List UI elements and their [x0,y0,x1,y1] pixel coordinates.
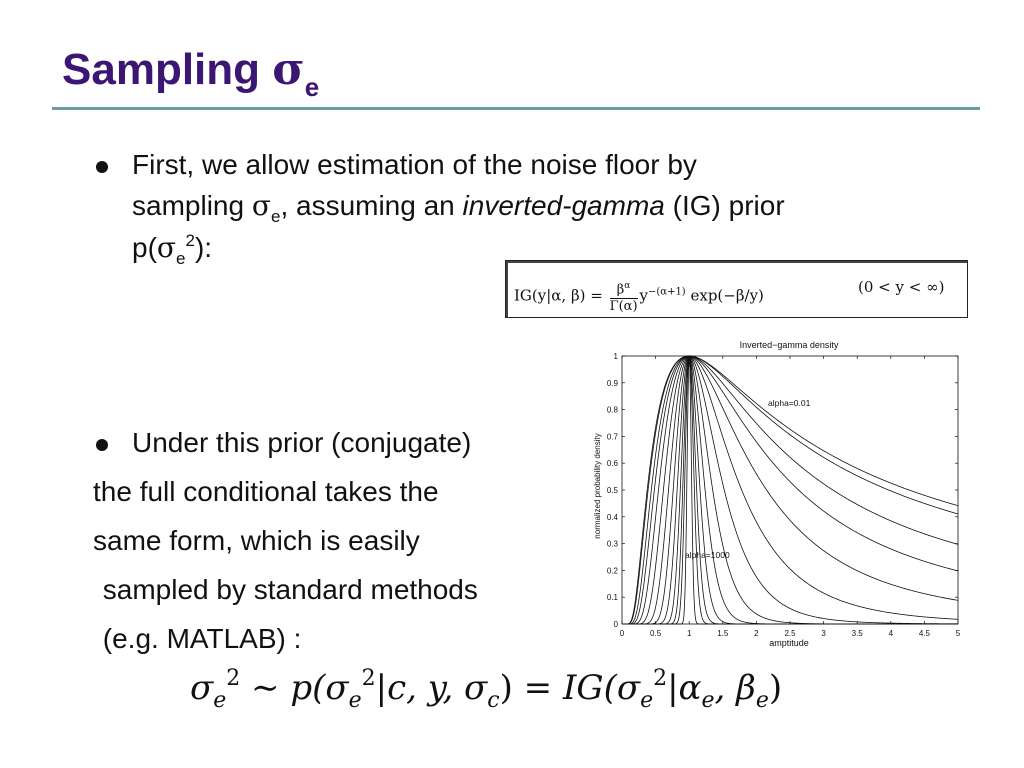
bullet-2-line-4: sampled by standard methods [95,574,478,605]
x-tick-label: 1 [687,629,692,638]
ig-density-formula: IG(y|α, β) = βα Γ(α) y−(α+1) exp(−β/y) (0 … [505,260,968,318]
chart-curves [622,354,959,625]
chart-y-label: normalized probability density [593,433,602,538]
x-tick-label: 0.5 [650,629,662,638]
annotation-alpha-high: alpha=1000 [685,550,730,560]
x-tick-label: 2.5 [784,629,796,638]
x-tick-label: 1.5 [717,629,729,638]
bullet-1-line-2: sampling σe, assuming an inverted-gamma … [132,189,785,226]
bullet-1-dot [96,161,108,173]
title-subscript: e [304,72,320,102]
annotation-alpha-low: alpha=0.01 [768,398,811,408]
bullet-2-dot [96,439,108,451]
y-tick-label: 0.1 [607,593,619,602]
bullet-2-line-3: same form, which is easily [93,525,420,556]
title-sigma: σ [272,44,305,95]
x-tick-label: 4.5 [919,629,931,638]
conditional-equation: σe2 ∼ p(σe2|c, y, σc) = IG(σe2|αe, βe) [190,666,783,713]
y-tick-label: 1 [614,352,619,361]
y-tick-label: 0.3 [607,540,619,549]
chart-axes [621,355,959,625]
chart-x-label: amptitude [769,638,809,648]
bullet-1-line-1: First, we allow estimation of the noise … [132,149,697,180]
x-tick-label: 4 [889,629,894,638]
density-curve [622,355,959,625]
bullet-1-line-3: p(σe2): [132,231,213,268]
x-tick-label: 2 [754,629,759,638]
density-curve [622,355,959,625]
formula-range: (0 < y < ∞) [858,278,945,296]
x-tick-label: 0 [620,629,625,638]
bullet-2-line-1: Under this prior (conjugate) [132,427,472,458]
density-curve [622,355,959,625]
page-title: Sampling σe [62,44,319,102]
x-tick-label: 3 [821,629,826,638]
y-tick-label: 0.2 [607,566,619,575]
density-curve [622,355,959,625]
y-tick-label: 0.6 [607,459,619,468]
density-curve [622,355,959,625]
y-tick-label: 0.5 [607,486,619,495]
inverted-gamma-chart: Inverted−gamma density 0 0.5 1 1.5 2 2.5 3 3.5 4… [593,340,961,648]
y-tick-label: 0.9 [607,379,619,388]
chart-title: Inverted−gamma density [740,340,839,350]
title-text: Sampling [62,45,273,94]
bullet-2-line-5: (e.g. MATLAB) : [95,623,302,654]
y-tick-label: 0.8 [607,406,619,415]
x-tick-label: 3.5 [852,629,864,638]
bullet-2-line-2: the full conditional takes the [93,476,439,507]
title-divider [52,107,980,110]
x-tick-label: 5 [956,629,961,638]
chart-ticks: 0 0.5 1 1.5 2 2.5 3 3.5 4 4.5 5 0 0.1 0.2 0.3 0.4 0.5 0.6… [607,352,961,638]
plot-frame [621,355,959,625]
y-tick-label: 0.4 [607,513,619,522]
density-curve [622,355,958,625]
formula-expression: IG(y|α, β) = βα Γ(α) y−(α+1) exp(−β/y) [514,278,764,315]
y-tick-label: 0 [614,620,619,629]
y-tick-label: 0.7 [607,432,619,441]
density-curve [622,355,959,625]
